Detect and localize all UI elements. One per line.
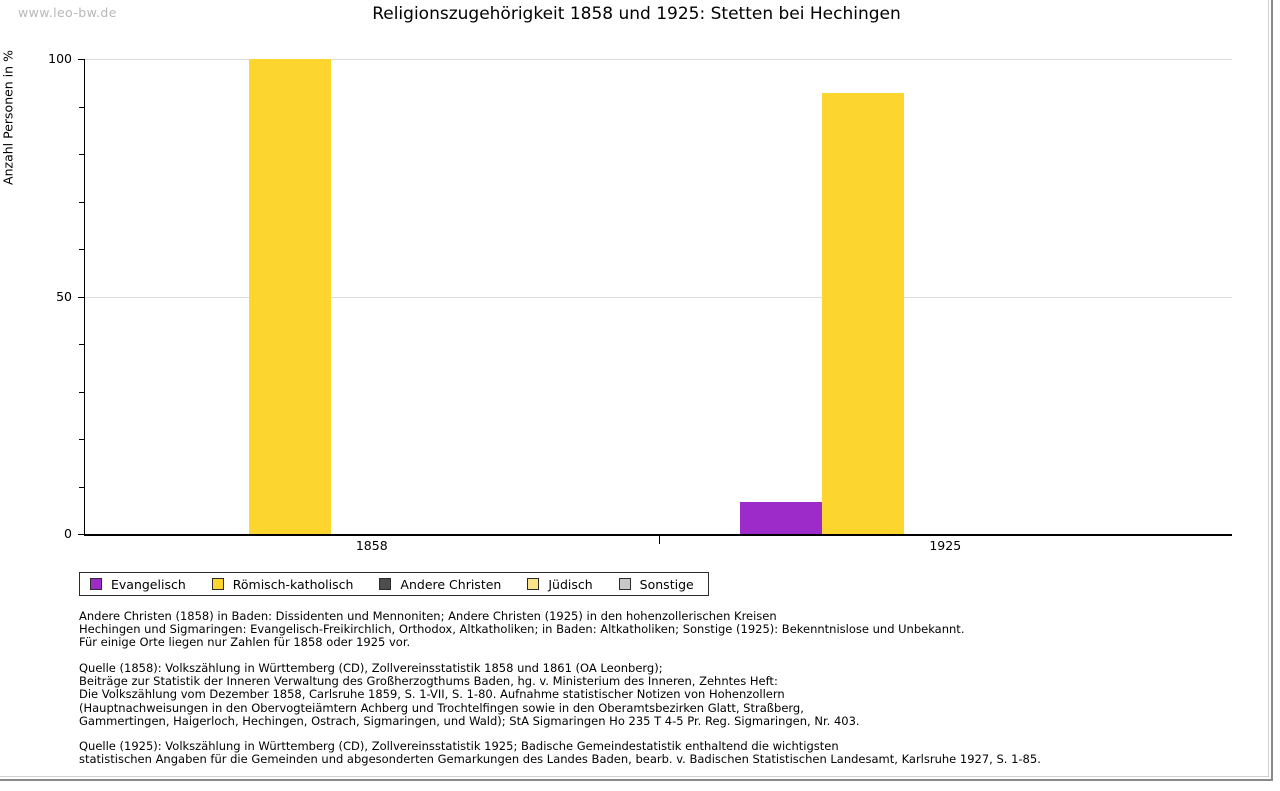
y-axis-minor-tick [79, 154, 85, 155]
y-axis-tick [78, 296, 85, 298]
legend-swatch-icon [211, 578, 224, 590]
y-axis-minor-tick [79, 106, 85, 108]
bar [740, 501, 823, 534]
bar [248, 59, 331, 534]
plot-area [85, 59, 1232, 534]
legend-item[interactable]: Sonstige [618, 576, 694, 592]
page-title: Religionszugehörigkeit 1858 und 1925: St… [372, 4, 901, 24]
y-axis-minor-tick [79, 344, 85, 345]
y-axis-tick-label: 100 [48, 51, 72, 66]
y-axis-minor-tick [79, 439, 85, 440]
legend-item-label: Römisch-katholisch [232, 576, 354, 592]
y-axis-minor-tick [79, 201, 85, 203]
y-axis-tick [78, 59, 85, 60]
legend-swatch-icon [527, 578, 540, 590]
legend-item-label: Jüdisch [548, 576, 593, 592]
x-axis-tick [658, 536, 660, 544]
legend-item-label: Sonstige [639, 576, 694, 592]
legend-swatch-icon [379, 578, 392, 590]
bar [822, 93, 905, 534]
y-axis-tick [78, 534, 85, 535]
y-axis-tick-label: 0 [64, 526, 72, 541]
legend-swatch-icon [618, 578, 631, 590]
x-axis-tick-label: 1858 [355, 538, 388, 553]
x-axis-line [85, 534, 1232, 536]
x-axis-tick-label: 1925 [929, 538, 962, 553]
gridline [85, 59, 1232, 60]
legend-item[interactable]: Evangelisch [90, 577, 186, 592]
note-source-1858: Quelle (1858): Volkszählung in Württembe… [79, 661, 860, 728]
y-axis-tick-label: 50 [56, 288, 72, 304]
gridline [85, 296, 1232, 298]
watermark: www.leo-bw.de [18, 5, 117, 20]
legend-swatch-icon [90, 578, 102, 590]
legend-item[interactable]: Jüdisch [527, 576, 593, 592]
image-frame-inner [0, 0, 1269, 777]
legend-item[interactable]: Andere Christen [379, 577, 501, 592]
y-axis-minor-tick [79, 249, 85, 250]
legend-item-label: Evangelisch [111, 576, 186, 592]
y-axis-minor-tick [79, 391, 85, 393]
y-axis-label: Anzahl Personen in % [0, 50, 16, 185]
y-axis-line [84, 59, 85, 536]
note-definitions: Andere Christen (1858) in Baden: Disside… [79, 609, 965, 650]
legend-item-label: Andere Christen [400, 576, 502, 592]
y-axis-minor-tick [79, 486, 85, 488]
legend-item[interactable]: Römisch-katholisch [211, 576, 354, 592]
note-source-1925: Quelle (1925): Volkszählung in Württembe… [79, 739, 1041, 767]
legend: Evangelisch Römisch-katholisch Andere Chri… [79, 572, 709, 596]
